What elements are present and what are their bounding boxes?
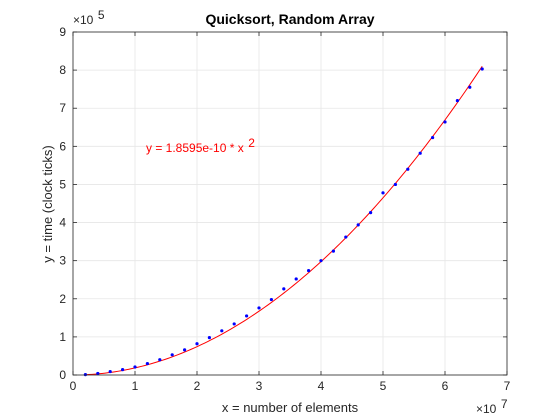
- fit-layer: [85, 66, 483, 376]
- data-point: [344, 235, 348, 239]
- data-point: [356, 223, 360, 227]
- data-point: [307, 268, 311, 273]
- x-tick-label: 5: [380, 379, 387, 393]
- data-point: [133, 365, 137, 369]
- fit-equation-annotation: y = 1.8595e-10 * x 2: [146, 136, 255, 156]
- data-point: [455, 99, 459, 103]
- data-point: [369, 211, 373, 215]
- data-point: [170, 353, 174, 357]
- x-multiplier-exponent: 7: [501, 397, 508, 411]
- fit-equation-text: y = 1.8595e-10 * x: [146, 141, 244, 155]
- y-tick-label: 2: [59, 292, 66, 306]
- data-point: [319, 259, 323, 263]
- x-axis-label: x = number of elements: [222, 400, 359, 415]
- data-point: [418, 151, 422, 155]
- x-axis-multiplier: ×10 7: [476, 397, 508, 417]
- x-tick-label: 4: [318, 379, 325, 393]
- data-point: [145, 361, 149, 366]
- data-point: [108, 369, 112, 374]
- data-point: [294, 277, 298, 281]
- data-point: [232, 322, 236, 326]
- chart-title: Quicksort, Random Array: [205, 11, 374, 27]
- tick-layer: [72, 31, 508, 376]
- fit-equation-exponent: 2: [248, 136, 255, 150]
- x-tick-label: 3: [256, 379, 263, 393]
- data-point: [245, 314, 249, 318]
- x-tick-labels: 0 1 2 3 4 5 6 7: [70, 379, 511, 393]
- data-point: [121, 368, 125, 372]
- data-point: [381, 191, 385, 195]
- data-point: [468, 85, 472, 89]
- data-point: [269, 297, 273, 302]
- fit-curve: [85, 66, 483, 376]
- y-tick-label: 9: [59, 25, 66, 39]
- y-tick-label: 7: [59, 101, 66, 115]
- data-point: [443, 120, 447, 124]
- data-point: [207, 336, 211, 340]
- x-tick-label: 7: [504, 379, 511, 393]
- data-point: [431, 135, 435, 140]
- data-point: [220, 329, 224, 333]
- data-point: [158, 358, 162, 362]
- data-point: [195, 342, 199, 346]
- data-point: [331, 249, 335, 253]
- y-multiplier-base: ×10: [73, 13, 94, 27]
- y-axis-multiplier: ×10 5: [73, 8, 105, 28]
- y-tick-labels: 0 1 2 3 4 5 6 7 8 9: [59, 25, 66, 382]
- axes-background: [73, 32, 507, 375]
- data-point: [393, 182, 397, 187]
- x-tick-label: 2: [194, 379, 201, 393]
- x-tick-label: 0: [70, 379, 77, 393]
- y-tick-label: 3: [59, 254, 66, 268]
- axes-box: [72, 31, 508, 376]
- x-multiplier-base: ×10: [476, 402, 497, 416]
- data-point: [183, 348, 187, 352]
- x-tick-label: 6: [442, 379, 449, 393]
- y-tick-label: 0: [59, 368, 66, 382]
- data-point: [257, 306, 261, 310]
- points-layer: [83, 67, 484, 377]
- y-tick-label: 6: [59, 139, 66, 153]
- y-multiplier-exponent: 5: [98, 8, 105, 22]
- y-tick-label: 5: [59, 177, 66, 191]
- y-tick-label: 1: [59, 330, 66, 344]
- x-tick-label: 1: [132, 379, 139, 393]
- y-tick-label: 8: [59, 63, 66, 77]
- y-axis-label: y = time (clock ticks): [40, 145, 55, 262]
- y-tick-label: 4: [59, 216, 66, 230]
- data-point: [406, 167, 410, 171]
- data-point: [480, 67, 484, 71]
- data-point: [282, 287, 286, 291]
- data-point: [96, 371, 100, 376]
